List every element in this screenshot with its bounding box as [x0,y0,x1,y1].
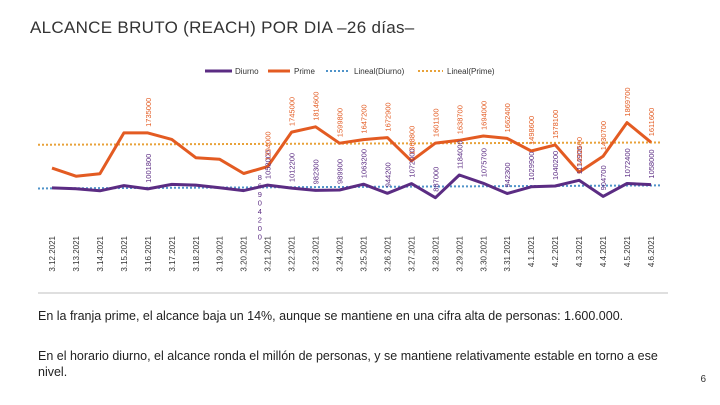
x-tick-label: 3.21.2021 [264,235,273,271]
x-tick-label: 3.28.2021 [431,235,440,271]
x-tick-label: 3.31.2021 [503,235,512,271]
data-label-prime-24: 1869700 [623,87,632,116]
data-label-prime-20: 1498600 [527,116,536,145]
data-label-prime-16: 1601100 [431,108,440,137]
extra-digit-6: 0 [258,224,262,233]
extra-digit-3: 0 [258,199,262,208]
x-tick-label: 4.4.2021 [599,235,608,267]
data-label-prime-9: 1294000 [264,131,273,160]
data-label-diurno-4: 1001800 [144,154,153,183]
x-tick-label: 4.6.2021 [647,235,656,267]
data-label-prime-22: 1222500 [575,137,584,166]
reach-line-chart: Diurno Prime Lineal(Diurno) Lineal(Prime… [37,67,668,294]
data-label-prime-15: 1368800 [407,126,416,155]
data-label-diurno-25: 1058000 [647,149,656,178]
x-tick-label: 3.24.2021 [336,235,345,271]
data-label-diurno-10: 1012200 [288,153,297,182]
legend: Diurno Prime Lineal(Diurno) Lineal(Prime… [205,67,495,76]
x-tick-label: 4.2.2021 [551,235,560,267]
x-tick-label: 3.25.2021 [360,235,369,271]
x-tick-label: 3.18.2021 [192,235,201,271]
legend-label-lineal-prime: Lineal(Prime) [447,67,495,76]
x-tick-label: 3.22.2021 [288,235,297,271]
data-label-diurno-11: 982300 [312,159,321,184]
data-label-prime-13: 1647200 [360,104,369,133]
x-tick-label: 3.23.2021 [312,235,321,271]
series-lines [51,121,652,200]
data-label-prime-14: 1672900 [383,102,392,131]
x-tick-label: 4.1.2021 [527,235,536,267]
extra-digit-4: 4 [258,207,262,216]
x-tick-label: 3.29.2021 [455,235,464,271]
data-label-prime-19: 1662400 [503,103,512,132]
data-label-prime-23: 1430700 [599,121,608,150]
extra-digit-0: 8 [258,173,262,182]
extra-digit-2: 9 [258,190,262,199]
legend-label-lineal-diurno: Lineal(Diurno) [354,67,405,76]
data-label-diurno-24: 1072400 [623,148,632,177]
data-label-diurno-15: 1072000 [407,148,416,177]
data-label-diurno-23: 904700 [599,165,608,190]
x-axis-ticks: 3.12.2021 3.13.2021 3.14.2021 3.15.2021 3.16… [48,235,656,271]
extra-digit-5: 2 [258,216,262,225]
data-label-diurno-12: 989900 [336,159,345,184]
series-line-prime [51,121,652,178]
x-tick-label: 3.20.2021 [240,235,249,271]
data-label-prime-10: 1745000 [288,97,297,126]
legend-label-prime: Prime [294,67,315,76]
x-tick-label: 3.16.2021 [144,235,153,271]
data-label-diurno-16: 887000 [431,167,440,192]
x-tick-label: 3.19.2021 [216,235,225,271]
x-tick-label: 3.14.2021 [96,235,105,271]
x-tick-label: 4.3.2021 [575,235,584,267]
extra-digit-1: 6 [258,182,262,191]
data-label-diurno-17: 1184000 [455,140,464,169]
paragraph-diurno: En el horario diurno, el alcance ronda e… [38,349,658,379]
data-label-diurno-18: 1075700 [479,148,488,177]
x-tick-label: 3.15.2021 [120,235,129,271]
extra-digit-7: 0 [258,233,262,242]
data-label-prime-25: 1611600 [647,108,656,137]
data-label-prime-18: 1694000 [479,101,488,130]
data-label-diurno-20: 1029900 [527,152,536,181]
x-tick-label: 3.27.2021 [407,235,416,271]
paragraph-prime: En la franja prime, el alcance baja un 1… [38,309,624,323]
data-labels: 1001800 1052000 1012200 982300 989900 1063200… [144,87,656,241]
x-tick-label: 3.13.2021 [72,235,81,271]
x-tick-label: 3.26.2021 [383,235,392,271]
x-tick-label: 3.30.2021 [479,235,488,271]
trend-lines [37,141,661,190]
page-number: 6 [700,374,706,385]
data-label-prime-21: 1578100 [551,110,560,139]
legend-label-diurno: Diurno [235,67,259,76]
data-label-prime-17: 1638700 [455,105,464,134]
page-title: ALCANCE BRUTO (REACH) POR DIA –26 días– [30,18,415,37]
data-label-diurno-21: 1040200 [551,151,560,180]
x-tick-label: 3.17.2021 [168,235,177,271]
series-line-diurno [51,173,652,200]
x-tick-label: 3.12.2021 [48,235,57,271]
data-label-diurno-13: 1063200 [360,149,369,178]
x-tick-label: 4.5.2021 [623,235,632,267]
data-label-prime-4: 1735000 [144,98,153,127]
data-label-prime-11: 1814600 [312,92,321,121]
data-label-diurno-9: 1052000 [264,150,273,179]
data-label-diurno-22: 1114900 [575,146,584,174]
data-label-diurno-19: 942300 [503,162,512,187]
data-label-diurno-14: 944200 [383,162,392,187]
data-label-prime-12: 1599800 [336,108,345,137]
